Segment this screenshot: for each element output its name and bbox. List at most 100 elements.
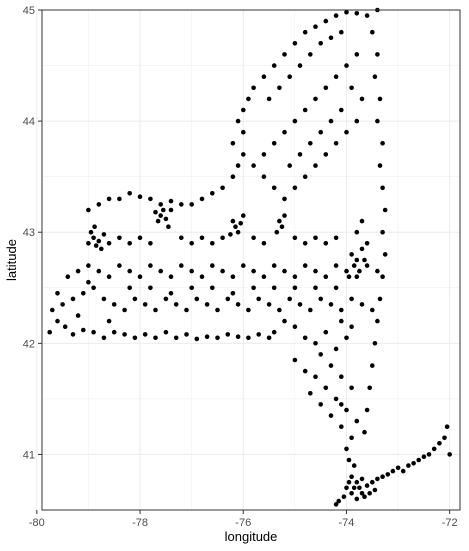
data-point: [382, 252, 388, 257]
data-point: [235, 229, 241, 235]
data-point: [328, 363, 334, 368]
data-point: [375, 52, 380, 57]
data-point: [210, 285, 215, 291]
data-point: [367, 385, 373, 391]
data-point: [86, 263, 91, 268]
data-point: [137, 194, 143, 199]
data-point: [292, 285, 298, 291]
data-point: [344, 446, 349, 452]
data-point: [328, 118, 334, 124]
data-point: [65, 274, 71, 280]
data-point: [148, 263, 153, 268]
data-point: [220, 185, 225, 191]
data-point: [230, 291, 236, 296]
data-point: [168, 198, 174, 204]
data-point: [382, 207, 388, 213]
data-point: [199, 274, 205, 280]
data-point: [318, 402, 324, 407]
data-point: [431, 446, 437, 452]
data-point: [47, 329, 52, 335]
data-point: [189, 268, 194, 274]
data-point: [333, 396, 339, 402]
data-point: [225, 332, 231, 337]
data-point: [101, 335, 107, 341]
data-point: [230, 141, 236, 146]
data-point: [153, 335, 158, 341]
data-point: [313, 24, 318, 30]
data-point: [137, 274, 143, 280]
data-points: [47, 7, 453, 507]
data-point: [70, 296, 76, 302]
data-point: [377, 96, 383, 102]
data-point: [297, 152, 303, 157]
data-point: [339, 29, 344, 35]
data-point: [155, 218, 161, 224]
data-point: [241, 263, 246, 268]
data-point: [333, 235, 339, 241]
data-point: [313, 268, 318, 274]
data-point: [106, 241, 112, 246]
data-point: [362, 494, 367, 500]
data-point: [101, 232, 107, 237]
data-point: [292, 357, 298, 363]
data-point: [359, 302, 365, 307]
data-point: [344, 407, 349, 413]
data-point: [370, 479, 375, 485]
data-point: [228, 232, 233, 237]
data-point: [349, 252, 354, 257]
data-point: [362, 257, 367, 263]
data-point: [344, 268, 349, 274]
data-point: [153, 307, 158, 313]
data-point: [341, 494, 347, 500]
data-point: [313, 163, 318, 168]
data-point: [375, 118, 380, 124]
data-point: [235, 163, 241, 168]
data-point: [106, 274, 112, 280]
data-point: [292, 235, 298, 241]
data-point: [395, 465, 401, 471]
data-point: [282, 196, 287, 202]
data-point: [251, 285, 256, 291]
data-point: [336, 498, 342, 504]
data-point: [251, 235, 256, 241]
data-point: [158, 213, 163, 218]
data-point: [271, 263, 277, 268]
x-axis-title: longitude: [225, 529, 278, 544]
data-point: [323, 274, 329, 280]
data-point: [106, 196, 112, 202]
data-point: [235, 334, 241, 340]
data-point: [235, 302, 241, 307]
data-point: [88, 229, 94, 235]
data-point: [354, 52, 360, 57]
data-point: [344, 335, 349, 341]
data-point: [91, 329, 96, 335]
data-point: [106, 318, 112, 324]
data-point: [266, 302, 272, 307]
data-point: [287, 74, 293, 79]
data-point: [241, 152, 246, 157]
data-point: [246, 96, 251, 102]
data-point: [189, 285, 194, 291]
data-point: [292, 185, 298, 191]
data-point: [241, 107, 246, 113]
data-point: [357, 268, 362, 274]
data-point: [194, 296, 200, 302]
data-point: [199, 235, 205, 241]
data-point: [385, 472, 391, 477]
data-point: [359, 491, 365, 496]
data-point: [349, 324, 354, 330]
data-point: [277, 307, 282, 313]
data-point: [372, 487, 378, 493]
data-point: [421, 454, 427, 460]
data-point: [117, 263, 122, 268]
data-point: [168, 274, 174, 280]
data-point: [349, 435, 354, 441]
data-point: [163, 216, 169, 222]
data-point: [277, 85, 282, 91]
data-point: [91, 285, 96, 291]
data-point: [349, 474, 354, 480]
axes: -80 -78 -76 -74 -72 41 42 43 44 45: [23, 5, 458, 529]
data-point: [357, 485, 362, 491]
data-point: [161, 207, 166, 213]
data-point: [349, 296, 354, 302]
